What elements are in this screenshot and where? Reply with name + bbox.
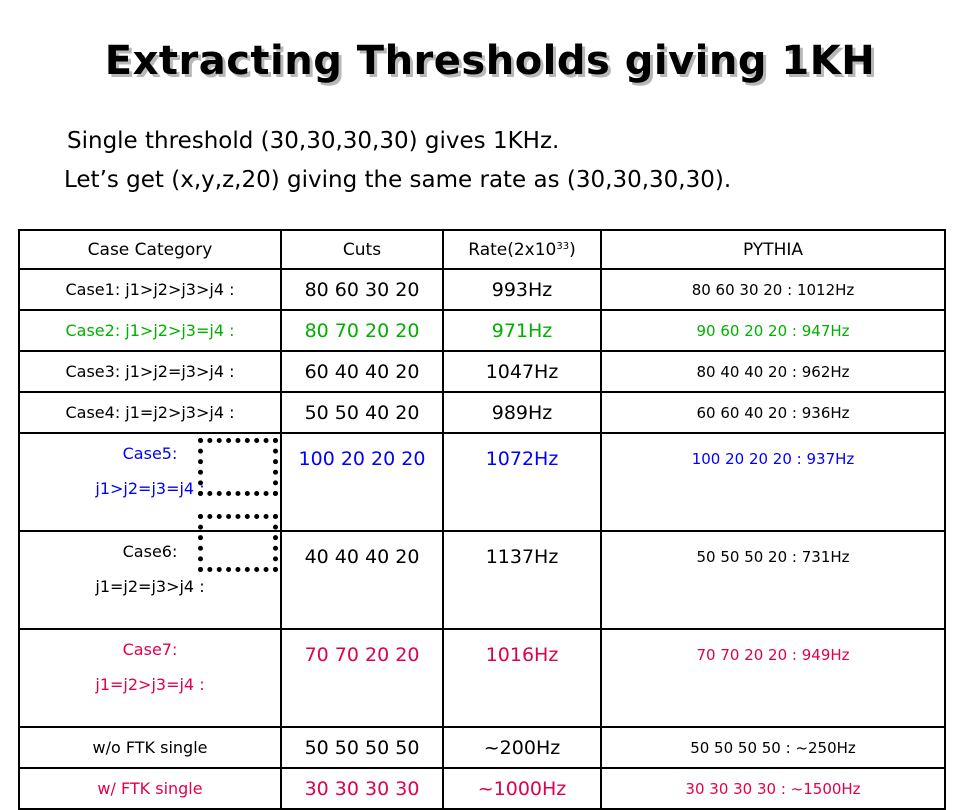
case7-category-line2: j1=j2>j3=j4 : xyxy=(95,675,205,694)
case3-pythia: 80 40 40 20 : 962Hz xyxy=(600,350,946,393)
case6-pythia: 50 50 50 20 : 731Hz xyxy=(600,530,946,630)
table-row-case7: Case7: j1=j2>j3=j4 : 70 70 20 20 1016Hz … xyxy=(18,628,946,728)
header-pythia: PYTHIA xyxy=(600,229,946,270)
case1-category: Case1: j1>j2>j3>j4 : xyxy=(18,268,282,311)
case7-cuts: 70 70 20 20 xyxy=(280,628,444,728)
case1-rate: 993Hz xyxy=(442,268,602,311)
dotted-highlight-box-upper xyxy=(198,438,278,496)
case6-category: Case6: j1=j2=j3>j4 : xyxy=(18,530,282,630)
table-row-without-ftk: w/o FTK single 50 50 50 50 ~200Hz 50 50 … xyxy=(18,726,946,769)
case6-cuts: 40 40 40 20 xyxy=(280,530,444,630)
intro-line-2: Let’s get (x,y,z,20) giving the same rat… xyxy=(64,167,732,193)
dotted-highlight-box-lower xyxy=(198,514,278,572)
without-ftk-pythia: 50 50 50 50 : ~250Hz xyxy=(600,726,946,769)
case2-cuts: 80 70 20 20 xyxy=(280,309,444,352)
case6-category-line1: Case6: xyxy=(122,542,178,561)
header-rate-prefix: Rate(2x10 xyxy=(468,239,557,260)
header-cuts: Cuts xyxy=(280,229,444,270)
case2-category: Case2: j1>j2>j3=j4 : xyxy=(18,309,282,352)
case2-rate: 971Hz xyxy=(442,309,602,352)
case4-pythia: 60 60 40 20 : 936Hz xyxy=(600,391,946,434)
intro-text: Single threshold (30,30,30,30) gives 1KH… xyxy=(64,122,731,200)
case4-rate: 989Hz xyxy=(442,391,602,434)
case6-rate: 1137Hz xyxy=(442,530,602,630)
case5-cuts: 100 20 20 20 xyxy=(280,432,444,532)
table-row-case4: Case4: j1=j2>j3>j4 : 50 50 40 20 989Hz 6… xyxy=(18,391,946,434)
table-row-case3: Case3: j1>j2=j3>j4 : 60 40 40 20 1047Hz … xyxy=(18,350,946,393)
case1-cuts: 80 60 30 20 xyxy=(280,268,444,311)
case7-pythia: 70 70 20 20 : 949Hz xyxy=(600,628,946,728)
header-rate-exponent: 33 xyxy=(556,240,570,252)
table-row-with-ftk: w/ FTK single 30 30 30 30 ~1000Hz 30 30 … xyxy=(18,767,946,810)
case7-category: Case7: j1=j2>j3=j4 : xyxy=(18,628,282,728)
case3-cuts: 60 40 40 20 xyxy=(280,350,444,393)
case5-category-line2: j1>j2=j3=j4 : xyxy=(95,479,205,498)
threshold-table: Case Category Cuts Rate(2x1033) PYTHIA C… xyxy=(18,229,946,810)
case2-pythia: 90 60 20 20 : 947Hz xyxy=(600,309,946,352)
case5-category-line1: Case5: xyxy=(122,444,178,463)
without-ftk-cuts: 50 50 50 50 xyxy=(280,726,444,769)
case3-rate: 1047Hz xyxy=(442,350,602,393)
case5-rate: 1072Hz xyxy=(442,432,602,532)
case5-pythia: 100 20 20 20 : 937Hz xyxy=(600,432,946,532)
case4-category: Case4: j1=j2>j3>j4 : xyxy=(18,391,282,434)
case6-category-line2: j1=j2=j3>j4 : xyxy=(95,577,205,596)
table-row-case2: Case2: j1>j2>j3=j4 : 80 70 20 20 971Hz 9… xyxy=(18,309,946,352)
without-ftk-category: w/o FTK single xyxy=(18,726,282,769)
with-ftk-category: w/ FTK single xyxy=(18,767,282,810)
slide-title: Extracting Thresholds giving 1KH xyxy=(104,38,876,84)
table-row-case5: Case5: j1>j2=j3=j4 : 100 20 20 20 1072Hz… xyxy=(18,432,946,532)
case7-category-line1: Case7: xyxy=(122,640,178,659)
case1-pythia: 80 60 30 20 : 1012Hz xyxy=(600,268,946,311)
case7-rate: 1016Hz xyxy=(442,628,602,728)
header-rate: Rate(2x1033) xyxy=(442,229,602,270)
case3-category: Case3: j1>j2=j3>j4 : xyxy=(18,350,282,393)
case4-cuts: 50 50 40 20 xyxy=(280,391,444,434)
with-ftk-pythia: 30 30 30 30 : ~1500Hz xyxy=(600,767,946,810)
intro-line-1: Single threshold (30,30,30,30) gives 1KH… xyxy=(67,128,560,154)
without-ftk-rate: ~200Hz xyxy=(442,726,602,769)
table-row-case6: Case6: j1=j2=j3>j4 : 40 40 40 20 1137Hz … xyxy=(18,530,946,630)
with-ftk-cuts: 30 30 30 30 xyxy=(280,767,444,810)
header-rate-suffix: ) xyxy=(569,239,576,260)
header-case-category: Case Category xyxy=(18,229,282,270)
table-header-row: Case Category Cuts Rate(2x1033) PYTHIA xyxy=(18,229,946,270)
table-row-case1: Case1: j1>j2>j3>j4 : 80 60 30 20 993Hz 8… xyxy=(18,268,946,311)
with-ftk-rate: ~1000Hz xyxy=(442,767,602,810)
